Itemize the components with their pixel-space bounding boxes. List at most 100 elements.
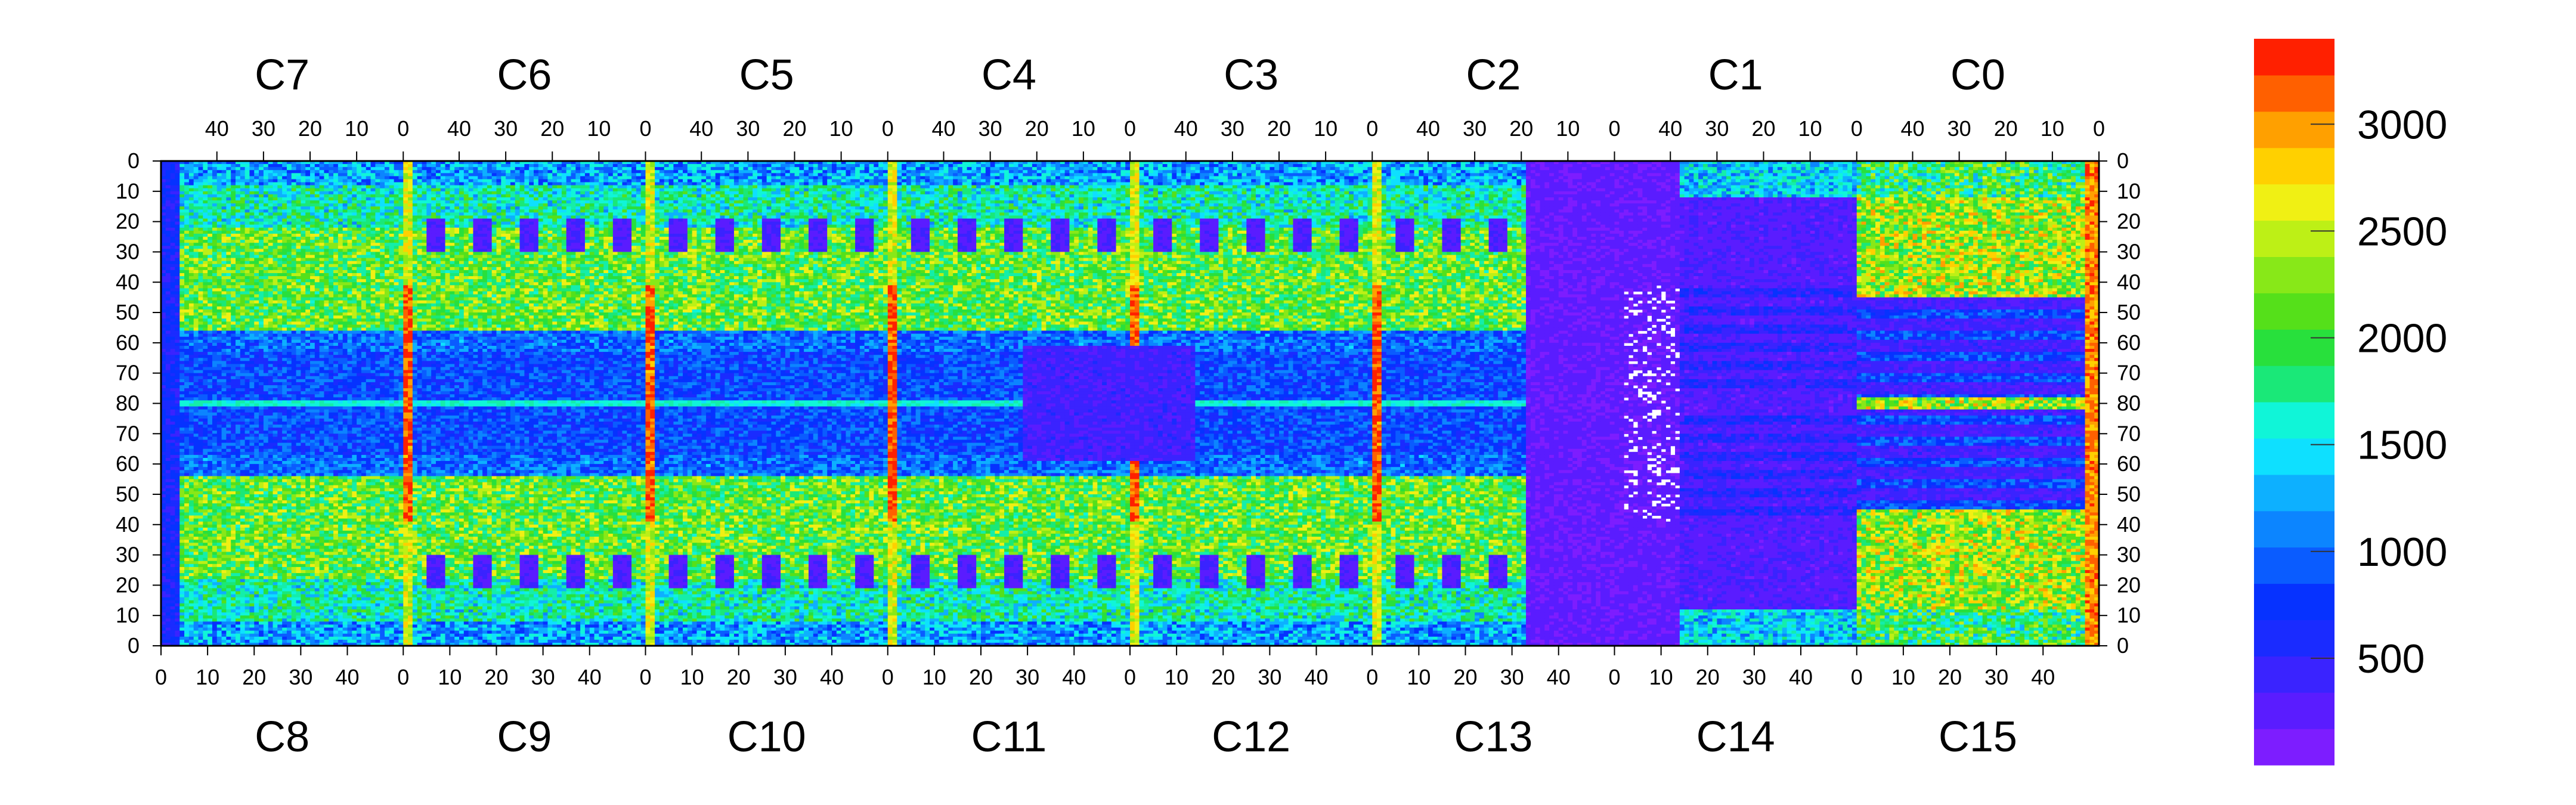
heatmap-cell bbox=[1367, 164, 1372, 168]
heatmap-cell bbox=[1512, 167, 1517, 171]
heatmap-cell bbox=[366, 164, 371, 168]
heatmap-cell bbox=[203, 167, 208, 171]
heatmap-cell bbox=[827, 164, 832, 168]
heatmap-cell bbox=[515, 167, 520, 171]
heatmap-cell bbox=[1298, 164, 1302, 168]
heatmap-cell bbox=[1773, 164, 1778, 168]
heatmap-cell bbox=[348, 170, 352, 174]
heatmap-cell bbox=[1228, 170, 1233, 174]
heatmap-cell bbox=[184, 173, 189, 177]
heatmap-cell bbox=[664, 170, 669, 174]
heatmap-cell bbox=[976, 164, 981, 168]
heatmap-cell bbox=[231, 170, 236, 174]
heatmap-cell bbox=[1913, 164, 1918, 168]
heatmap-cell bbox=[1638, 167, 1643, 171]
heatmap-cell bbox=[1955, 167, 1959, 171]
heatmap-cell bbox=[627, 167, 631, 171]
heatmap-cell bbox=[678, 170, 683, 174]
heatmap-cell bbox=[944, 170, 949, 174]
heatmap-cell bbox=[748, 167, 753, 171]
heatmap-cell bbox=[986, 170, 990, 174]
heatmap-cell bbox=[1516, 170, 1521, 174]
heatmap-cell bbox=[492, 170, 497, 174]
heatmap-cell bbox=[650, 170, 655, 174]
heatmap-cell bbox=[855, 167, 860, 171]
heatmap-cell bbox=[599, 173, 603, 177]
heatmap-cell bbox=[1489, 164, 1494, 168]
heatmap-cell bbox=[1363, 167, 1368, 171]
heatmap-cell bbox=[478, 173, 482, 177]
heatmap-cell bbox=[562, 173, 566, 177]
heatmap-cell bbox=[902, 167, 906, 171]
heatmap-cell bbox=[324, 173, 329, 177]
heatmap-cell bbox=[1256, 167, 1261, 171]
heatmap-cell bbox=[673, 164, 678, 168]
heatmap-cell bbox=[231, 164, 236, 168]
heatmap-cell bbox=[1964, 164, 1968, 168]
heatmap-cell bbox=[454, 170, 459, 174]
heatmap-cell bbox=[175, 167, 179, 171]
heatmap-cell bbox=[1088, 164, 1093, 168]
heatmap-cell bbox=[324, 167, 329, 171]
heatmap-cell bbox=[1097, 164, 1102, 168]
heatmap-cell bbox=[2052, 170, 2057, 174]
heatmap-cell bbox=[329, 164, 333, 168]
heatmap-cell bbox=[1647, 167, 1652, 171]
heatmap-cell bbox=[1657, 170, 1661, 174]
heatmap-cell bbox=[194, 173, 199, 177]
heatmap-cell bbox=[1544, 170, 1549, 174]
heatmap-cell bbox=[1289, 167, 1293, 171]
heatmap-cell bbox=[478, 167, 482, 171]
heatmap-cell bbox=[1246, 167, 1251, 171]
heatmap-cell bbox=[1009, 164, 1014, 168]
heatmap-cell bbox=[1624, 170, 1628, 174]
heatmap-cell bbox=[1284, 164, 1289, 168]
heatmap-cell bbox=[1605, 170, 1610, 174]
heatmap-cell bbox=[1116, 164, 1121, 168]
heatmap-cell bbox=[375, 167, 380, 171]
heatmap-cell bbox=[618, 170, 623, 174]
heatmap-cell bbox=[1670, 170, 1675, 174]
heatmap-cell bbox=[320, 164, 324, 168]
heatmap-cell bbox=[1768, 164, 1773, 168]
heatmap-cell bbox=[2089, 164, 2094, 168]
heatmap-cell bbox=[1475, 164, 1479, 168]
heatmap-cell bbox=[394, 173, 399, 177]
heatmap-cell bbox=[2085, 167, 2090, 171]
heatmap-cell bbox=[1791, 164, 1796, 168]
heatmap-cell bbox=[1806, 170, 1810, 174]
heatmap-cell bbox=[1754, 170, 1759, 174]
heatmap-cell bbox=[375, 170, 380, 174]
heatmap-cell bbox=[1675, 164, 1680, 168]
heatmap-cell bbox=[1004, 170, 1009, 174]
heatmap-cell bbox=[688, 164, 692, 168]
heatmap-cell bbox=[510, 173, 515, 177]
heatmap-cell bbox=[1223, 167, 1228, 171]
heatmap-cell bbox=[688, 167, 692, 171]
heatmap-cell bbox=[1168, 170, 1172, 174]
heatmap-cell bbox=[524, 170, 529, 174]
heatmap-cell bbox=[515, 170, 520, 174]
heatmap-cell bbox=[669, 167, 674, 171]
heatmap-cell bbox=[1838, 164, 1843, 168]
heatmap-cell bbox=[1829, 164, 1834, 168]
heatmap-cell bbox=[1838, 170, 1843, 174]
heatmap-cell bbox=[249, 167, 254, 171]
heatmap-cell bbox=[874, 170, 878, 174]
heatmap-cell bbox=[1153, 164, 1158, 168]
heatmap-cell bbox=[1750, 170, 1754, 174]
heatmap-cell bbox=[1172, 164, 1176, 168]
heatmap-cell bbox=[711, 167, 716, 171]
heatmap-cell bbox=[701, 164, 706, 168]
heatmap-cell bbox=[613, 167, 618, 171]
heatmap-cell bbox=[1940, 170, 1945, 174]
heatmap-cell bbox=[547, 167, 552, 171]
heatmap-cell bbox=[1903, 167, 1908, 171]
heatmap-cell bbox=[259, 167, 264, 171]
heatmap-cell bbox=[1088, 167, 1093, 171]
heatmap-cell bbox=[2076, 164, 2080, 168]
heatmap-cell bbox=[893, 170, 897, 174]
heatmap-cell bbox=[1713, 167, 1717, 171]
heatmap-cell bbox=[1317, 167, 1321, 171]
heatmap-cell bbox=[189, 173, 194, 177]
